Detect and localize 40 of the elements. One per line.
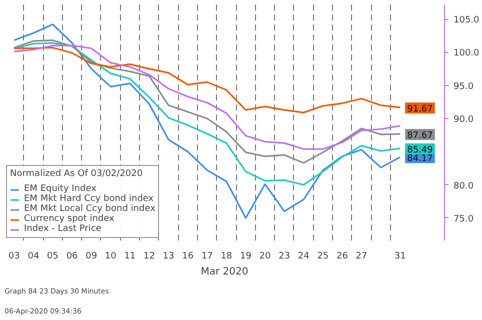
y-tick-label: 95.0	[454, 82, 474, 92]
x-tick-label: 09	[86, 252, 98, 262]
x-tick-label: 19	[240, 252, 252, 262]
y-tick-label: 80.0	[454, 181, 474, 192]
y-tick-label: 105.0	[454, 16, 480, 26]
x-tick-label: 17	[201, 252, 213, 262]
legend-title: Normalized As Of 03/02/2020	[10, 169, 144, 179]
x-tick-label: 20	[259, 252, 272, 262]
data-label: 87.67	[407, 130, 433, 141]
data-label: 84.17	[407, 154, 433, 164]
legend-label: Currency spot index	[24, 214, 114, 224]
x-tick-label: 24	[298, 252, 310, 262]
data-label: 85.49	[407, 145, 434, 156]
legend-label: EM Mkt Local Ccy bond index	[24, 204, 156, 214]
line-series	[13, 40, 401, 164]
x-tick-label: 27	[356, 252, 368, 262]
x-tick-label: 04	[28, 252, 40, 262]
x-tick-label: 13	[162, 252, 174, 262]
y-tick-label: 100.0	[454, 48, 480, 59]
x-tick-label: 26	[336, 252, 348, 262]
line-series	[13, 44, 401, 150]
x-tick-label: 06	[66, 252, 78, 262]
x-tick-label: 12	[144, 252, 155, 262]
x-tick-label: 05	[47, 252, 58, 262]
y-tick-label: 90.0	[454, 115, 474, 126]
x-tick-label: 10	[104, 252, 117, 262]
legend-label: EM Equity Index	[24, 184, 96, 194]
x-tick-label: 31	[394, 252, 406, 262]
legend-label: EM Mkt Hard Ccy bond index	[24, 194, 154, 204]
x-tick-label: 18	[220, 252, 232, 262]
x-tick-label: 23	[278, 252, 290, 262]
legend-label: Index - Last Price	[24, 224, 102, 234]
y-tick-label: 75.0	[454, 214, 474, 224]
x-tick-label: 11	[124, 252, 136, 262]
data-label: 91.67	[407, 104, 433, 114]
x-tick-label: 16	[182, 252, 194, 262]
line-series	[13, 46, 401, 114]
x-tick-label: 25	[317, 252, 329, 262]
x-axis-title: Mar 2020	[200, 266, 248, 278]
x-tick-label: 03	[8, 252, 20, 262]
